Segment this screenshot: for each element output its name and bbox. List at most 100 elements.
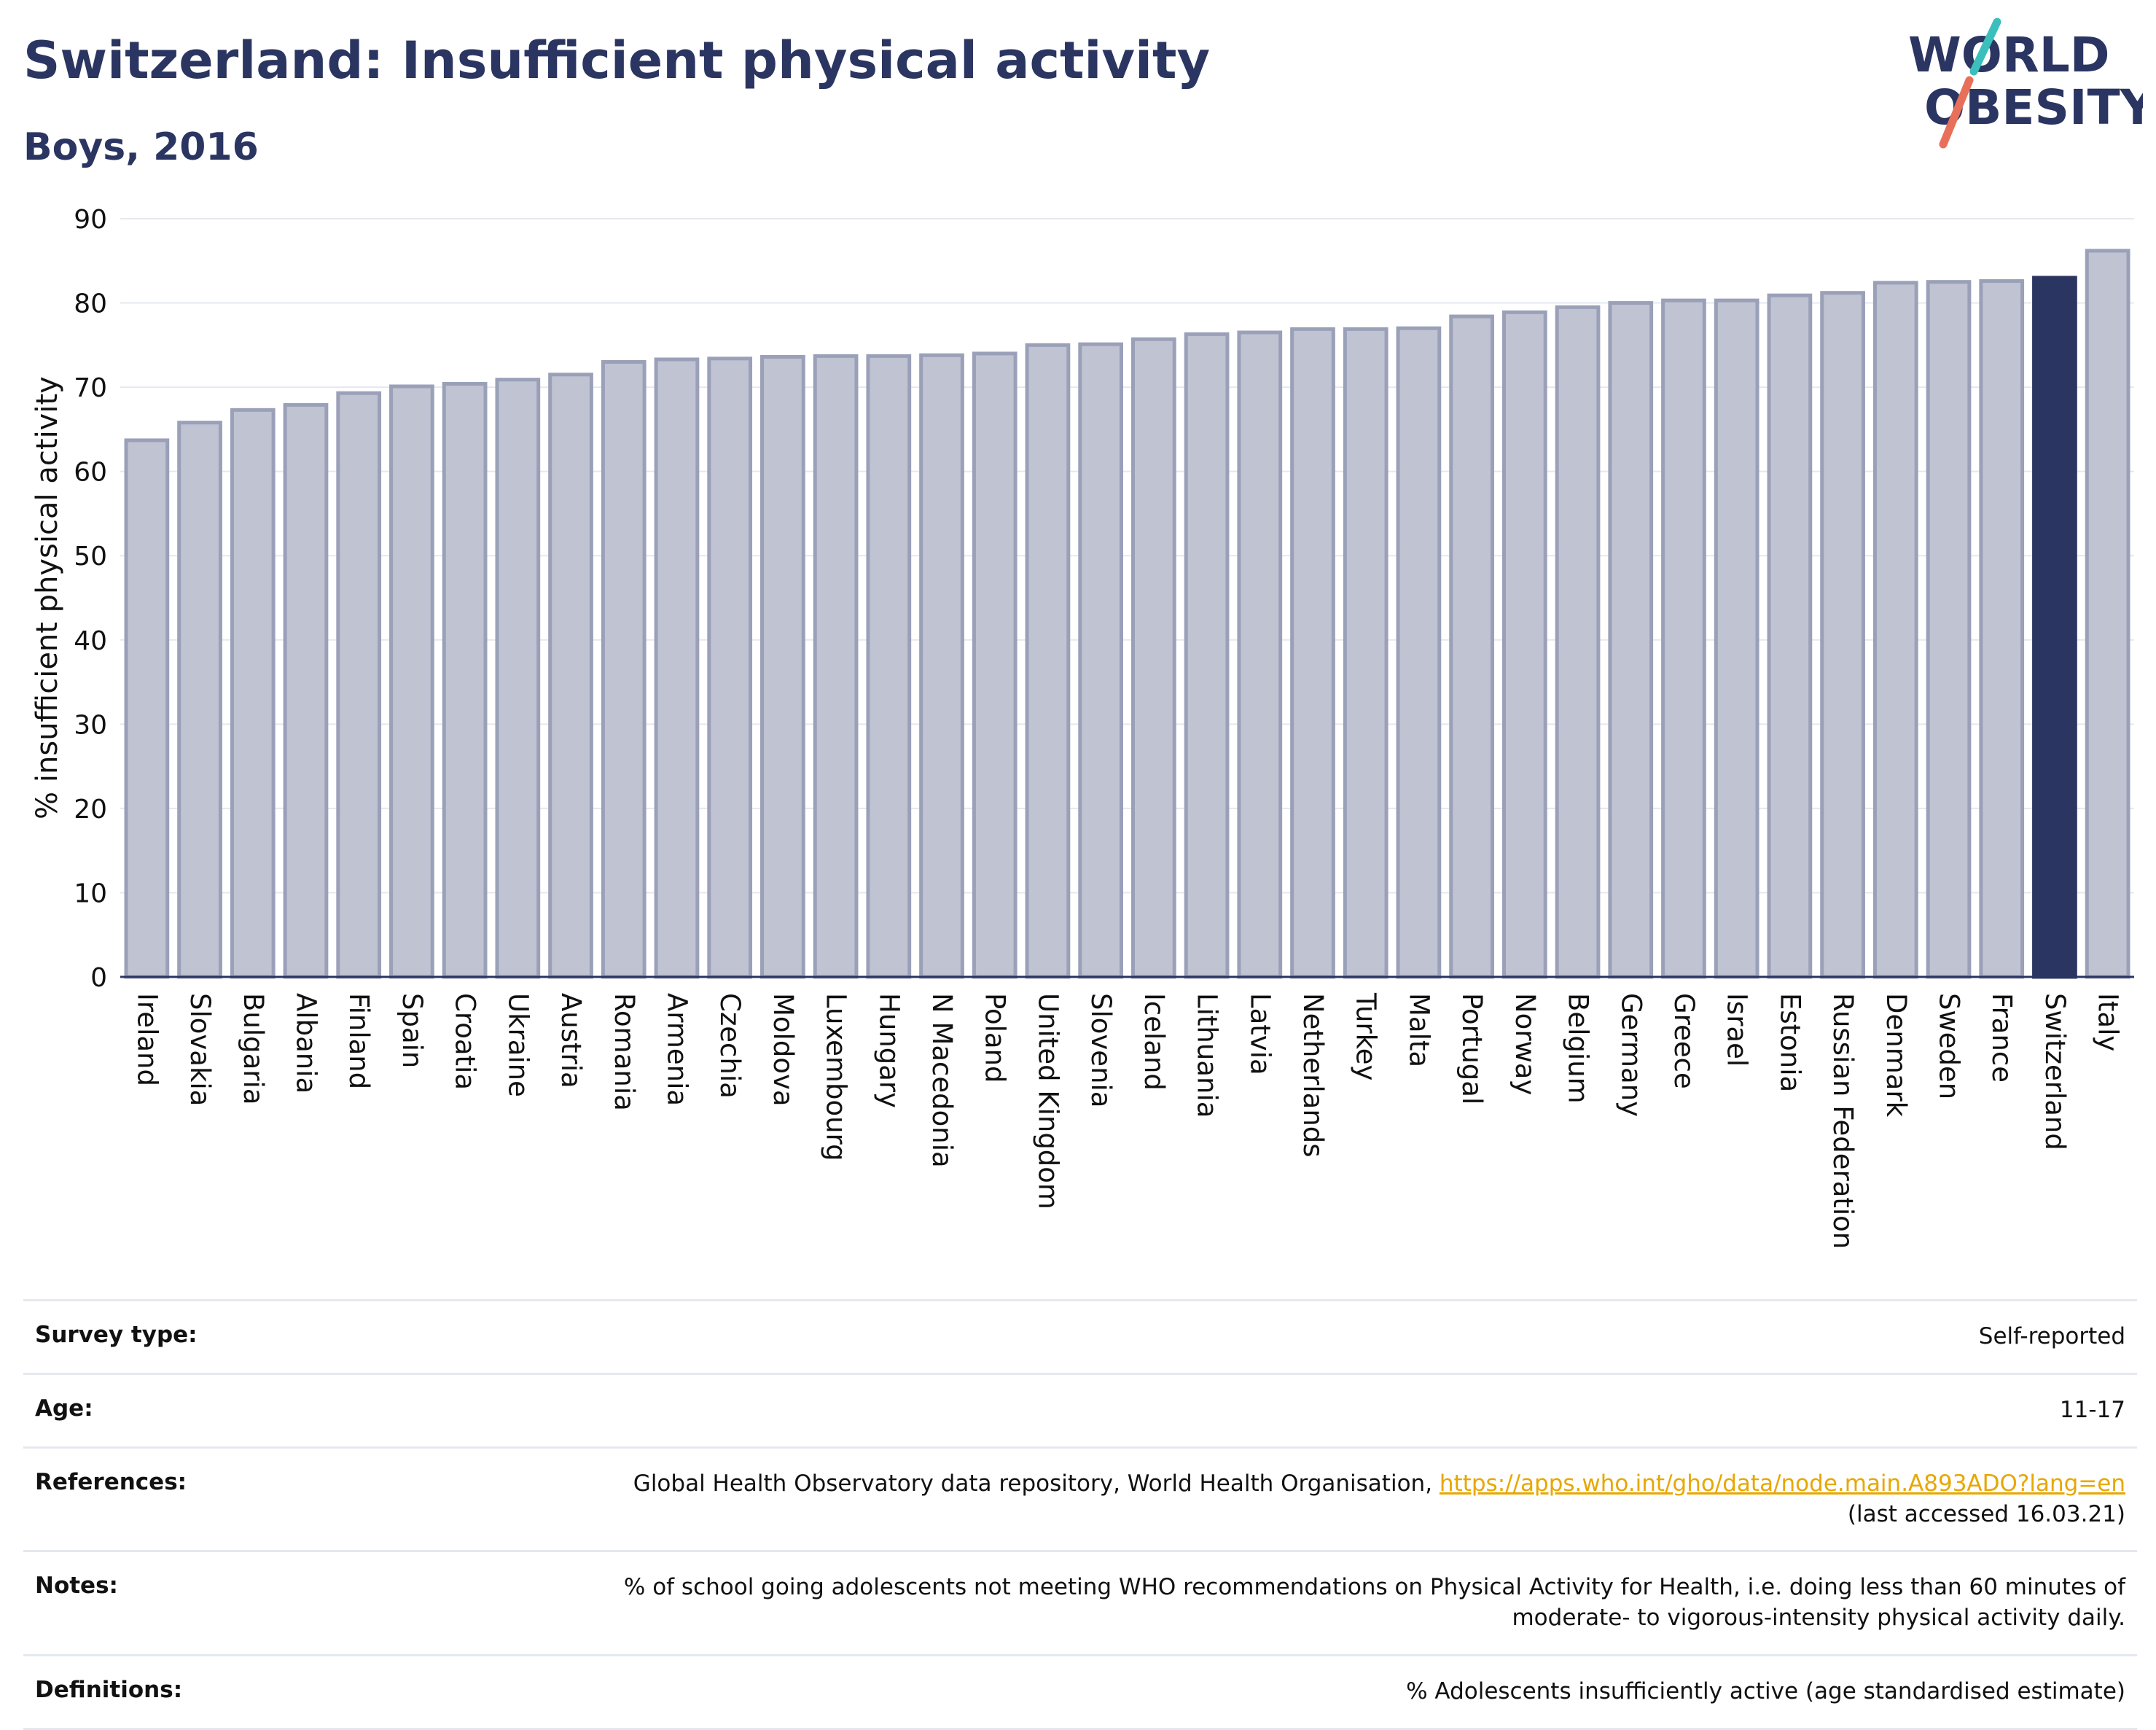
y-tick-label: 60 <box>74 458 107 488</box>
x-tick-label: Czechia <box>714 993 746 1099</box>
x-tick-label: Israel <box>1722 993 1753 1067</box>
bar-ireland <box>124 438 170 979</box>
x-tick-label: Portugal <box>1456 993 1488 1104</box>
x-tick-label: Austria <box>555 993 587 1088</box>
x-tick-label: Greece <box>1668 993 1700 1089</box>
x-tick-label: Iceland <box>1138 993 1170 1091</box>
references-accessed: (last accessed 16.03.21) <box>1847 1500 2125 1527</box>
x-tick-label: Belgium <box>1563 993 1594 1104</box>
x-tick-label: Luxembourg <box>821 993 852 1161</box>
bar-albania <box>283 402 329 979</box>
references-text: Global Health Observatory data repositor… <box>633 1470 1440 1497</box>
chart-subtitle: Boys, 2016 <box>23 125 259 169</box>
x-tick-label: Sweden <box>1934 993 1965 1099</box>
y-tick-label: 30 <box>74 710 107 740</box>
x-tick-label: Russian Federation <box>1827 993 1859 1249</box>
age-value: 11-17 <box>353 1372 2137 1448</box>
bar-poland <box>972 351 1018 979</box>
references-link[interactable]: https://apps.who.int/gho/data/node.main.… <box>1439 1470 2125 1497</box>
bar-luxembourg <box>813 354 859 979</box>
x-tick-label: Switzerland <box>2039 993 2071 1150</box>
y-axis-label: % insufficient physical activity <box>31 376 64 819</box>
x-tick-label: Italy <box>2093 993 2124 1051</box>
x-tick-label: Germany <box>1615 993 1647 1117</box>
y-tick-label: 10 <box>74 878 107 908</box>
x-tick-label: Hungary <box>873 993 905 1108</box>
bar-israel <box>1714 298 1759 979</box>
references-label: References: <box>23 1446 353 1551</box>
y-tick-label: 40 <box>74 626 107 656</box>
notes-value: % of school going adolescents not meetin… <box>353 1550 2137 1656</box>
x-tick-label: Malta <box>1403 993 1434 1067</box>
y-tick-label: 0 <box>90 963 107 993</box>
x-tick-label: Poland <box>980 993 1011 1083</box>
bars <box>124 249 2130 979</box>
x-tick-label: United Kingdom <box>1032 993 1063 1209</box>
bar-spain <box>389 384 434 979</box>
bar-estonia <box>1767 293 1813 979</box>
survey-type-label: Survey type: <box>23 1299 353 1374</box>
bar-belgium <box>1555 305 1601 979</box>
y-tick-label: 80 <box>74 289 107 319</box>
x-tick-label: Latvia <box>1244 993 1276 1075</box>
bar-sweden <box>1926 280 1972 979</box>
y-tick-label: 90 <box>74 205 107 235</box>
age-label: Age: <box>23 1372 353 1448</box>
x-tick-label: Moldova <box>768 993 799 1107</box>
info-row-notes: Notes: % of school going adolescents not… <box>23 1550 2137 1656</box>
bar-slovenia <box>1078 342 1124 979</box>
logo-slash-orange <box>1939 76 1974 149</box>
bar-chart: % insufficient physical activity 0 10 20 30… <box>31 205 2134 1249</box>
x-tick-label: Netherlands <box>1297 993 1329 1158</box>
bar-lithuania <box>1184 332 1230 979</box>
bar-austria <box>548 373 593 979</box>
x-tick-label: N Macedonia <box>926 993 958 1168</box>
y-tick-labels: 0 10 20 30 40 50 60 70 80 90 <box>74 205 107 993</box>
bar-bulgaria <box>230 408 276 979</box>
info-row-age: Age: 11-17 <box>23 1372 2137 1448</box>
survey-type-value: Self-reported <box>353 1299 2137 1374</box>
bar-moldova <box>760 355 805 979</box>
notes-line1: % of school going adolescents not meetin… <box>623 1574 2125 1601</box>
bar-russian-federation <box>1820 291 1865 979</box>
x-tick-label: Romania <box>609 993 640 1111</box>
info-row-references: References: Global Health Observatory da… <box>23 1446 2137 1551</box>
bar-norway <box>1501 310 1547 979</box>
y-tick-label: 20 <box>74 795 107 825</box>
x-tick-label: Turkey <box>1351 992 1382 1080</box>
x-tick-label: Ireland <box>131 993 163 1086</box>
chart-title: Switzerland: Insufficient physical activ… <box>23 31 1211 90</box>
bar-greece <box>1661 298 1706 979</box>
bar-italy <box>2085 249 2130 979</box>
x-tick-label: Estonia <box>1774 993 1805 1092</box>
x-tick-label: Slovakia <box>184 993 216 1106</box>
info-row-survey-type: Survey type: Self-reported <box>23 1299 2137 1374</box>
definitions-value: % Adolescents insufficiently active (age… <box>353 1654 2137 1730</box>
logo-text-line1: WORLD <box>1908 27 2110 83</box>
bar-turkey <box>1343 327 1388 979</box>
x-tick-label: France <box>1986 993 2018 1083</box>
x-tick-label: Spain <box>397 993 428 1068</box>
notes-label: Notes: <box>23 1550 353 1656</box>
info-row-definitions: Definitions: % Adolescents insufficientl… <box>23 1654 2137 1730</box>
bar-france <box>1979 279 2025 979</box>
bar-armenia <box>654 357 700 979</box>
x-tick-label: Croatia <box>450 993 481 1090</box>
x-tick-label: Bulgaria <box>238 993 269 1104</box>
bar-finland <box>336 391 382 979</box>
bar-n-macedonia <box>919 353 964 979</box>
notes-line2: moderate- to vigorous-intensity physical… <box>1512 1605 2125 1632</box>
bar-united-kingdom <box>1025 343 1071 979</box>
logo-slash-teal <box>1969 17 2001 76</box>
bar-iceland <box>1130 337 1176 979</box>
bar-croatia <box>442 381 488 979</box>
bar-netherlands <box>1290 327 1335 979</box>
bar-czechia <box>707 356 753 979</box>
x-tick-label: Albania <box>290 993 321 1094</box>
bar-malta <box>1396 326 1442 979</box>
x-tick-labels: Ireland Slovakia Bulgaria Albania Finland Spa… <box>131 992 2123 1249</box>
y-tick-label: 50 <box>74 542 107 572</box>
x-tick-label: Lithuania <box>1192 993 1223 1118</box>
x-tick-label: Ukraine <box>502 993 534 1097</box>
x-tick-label: Norway <box>1509 993 1541 1095</box>
